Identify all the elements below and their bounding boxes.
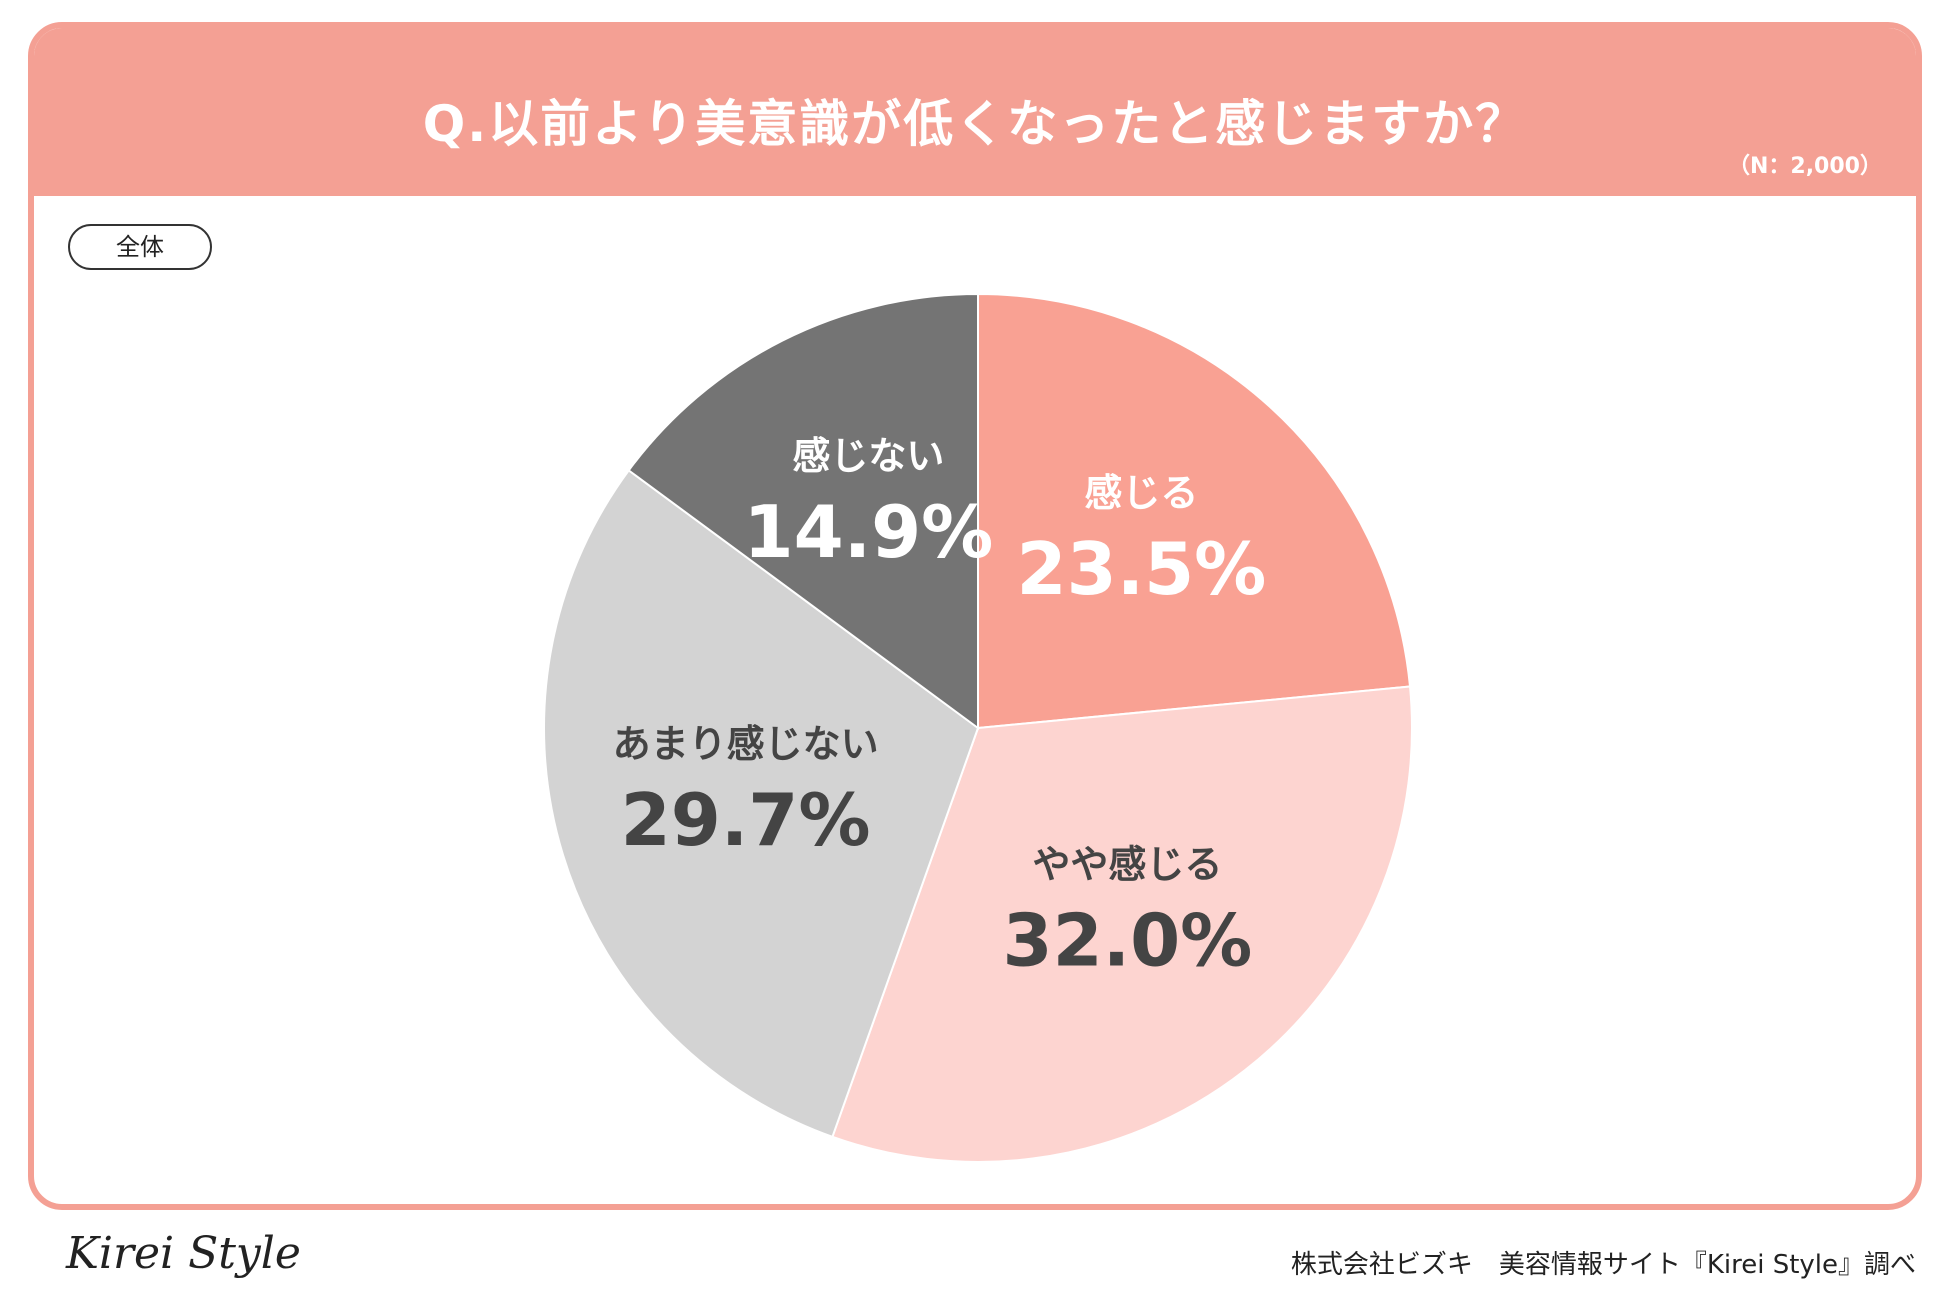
slice-label-1: やや感じる	[1032, 843, 1222, 887]
question-title: Q.以前より美意識が低くなったと感じますか？	[422, 95, 1528, 153]
slice-label-2: あまり感じない	[613, 722, 879, 766]
pie-slice-1	[831, 685, 1413, 1163]
slice-value-2: 29.7%	[621, 778, 871, 862]
pie-slice-0	[977, 292, 1412, 730]
brand-logo: Kirei Style	[66, 1228, 301, 1279]
slice-label-0: 感じる	[1084, 471, 1198, 515]
slice-value-3: 14.9%	[744, 490, 994, 574]
question-header: Q.以前より美意識が低くなったと感じますか？ （N：2,000）	[34, 28, 1916, 196]
slice-value-0: 23.5%	[1017, 527, 1267, 611]
slice-value-1: 32.0%	[1003, 899, 1253, 983]
sample-size: （N：2,000）	[1727, 154, 1882, 179]
pie-slice-3	[627, 292, 979, 730]
pie-slice-2	[543, 468, 980, 1139]
segment-tag: 全体	[68, 224, 212, 270]
source-credit: 株式会社ビズキ 美容情報サイト『Kirei Style』調べ	[1290, 1250, 1916, 1280]
slice-label-3: 感じない	[792, 434, 944, 478]
